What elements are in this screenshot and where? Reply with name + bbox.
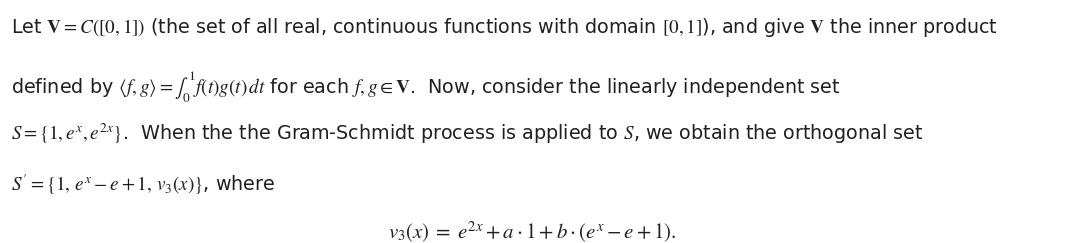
Text: defined by $\langle f, g\rangle = \int_0^1 f(t)g(t)\, dt$ for each $f, g \in \ma: defined by $\langle f, g\rangle = \int_0… <box>11 69 840 105</box>
Text: Let $\mathbf{V} = C([0, 1])$ (the set of all real, continuous functions with dom: Let $\mathbf{V} = C([0, 1])$ (the set of… <box>11 16 998 39</box>
Text: $S = \{1, e^x, e^{2x}\}$.  When the the Gram-Schmidt process is applied to $S$, : $S = \{1, e^x, e^{2x}\}$. When the the G… <box>11 122 923 146</box>
Text: $S' = \{1,\, e^x - e + 1,\, v_3(x)\}$, where: $S' = \{1,\, e^x - e + 1,\, v_3(x)\}$, w… <box>11 173 275 197</box>
Text: $v_3(x) \; = \; e^{2x} + a \cdot 1 + b \cdot (e^x - e + 1).$: $v_3(x) \; = \; e^{2x} + a \cdot 1 + b \… <box>389 220 676 243</box>
